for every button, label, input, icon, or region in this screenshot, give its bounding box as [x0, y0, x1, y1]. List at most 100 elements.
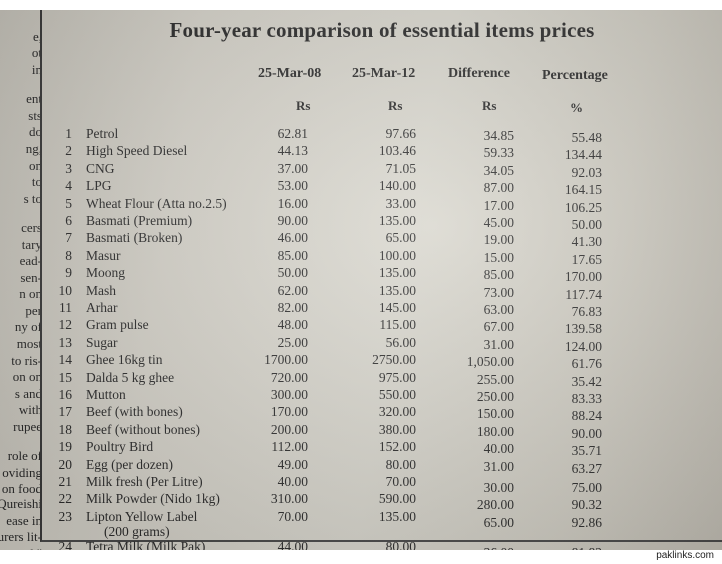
price-2012: 103.46 [378, 143, 416, 159]
price-2008: 300.00 [270, 387, 308, 402]
adjacent-article-fragment: e, ot in ent sts do ng, on to s to cers tary ead-sen… [0, 10, 44, 550]
item-name: Petrol [86, 126, 119, 141]
unit-rs-2012: Rs [388, 98, 403, 113]
row-number: 3 [65, 160, 72, 176]
row-number: 9 [65, 265, 72, 281]
left-column-text: urers lit- [0, 529, 42, 545]
item-name: Mutton [86, 387, 126, 402]
price-difference: 59.33 [483, 145, 514, 161]
left-column-text: to ris- [11, 352, 42, 368]
item-name-continued: (200 grams) [104, 523, 170, 539]
left-column-text: ng, [25, 141, 42, 156]
price-2008: 85.00 [277, 247, 308, 263]
item-name: Tetra Milk (Milk Pak) [86, 538, 206, 550]
price-2008: 112.00 [271, 439, 308, 455]
price-difference: 67.00 [483, 319, 514, 335]
price-difference: 34.85 [483, 128, 514, 143]
price-2012: 97.66 [385, 126, 416, 141]
percentage-change: 170.00 [564, 269, 602, 285]
row-number: 2 [65, 143, 72, 159]
percentage-change: 92.86 [571, 514, 602, 530]
price-2012: 80.00 [385, 538, 416, 550]
item-name: Beef (with bones) [86, 404, 183, 420]
left-column-text: per [25, 302, 42, 318]
price-difference: 180.00 [476, 423, 514, 439]
price-2012: 590.00 [378, 491, 416, 507]
price-difference: 280.00 [476, 497, 514, 513]
left-column-text: ent [26, 91, 42, 107]
item-name: Milk fresh (Per Litre) [86, 474, 203, 489]
newspaper-clipping: e, ot in ent sts do ng, on to s to cers tary ead-sen… [0, 10, 722, 550]
price-difference: 17.00 [483, 197, 514, 213]
percentage-change: 139.58 [564, 321, 602, 337]
price-2008: 44.00 [277, 538, 308, 550]
row-number: 22 [58, 491, 73, 507]
percentage-change: 75.00 [571, 480, 602, 495]
price-difference: 31.00 [483, 336, 514, 352]
price-2008: 62.00 [277, 282, 308, 298]
price-2008: 25.00 [277, 334, 308, 350]
row-number: 19 [58, 439, 73, 455]
item-name: Arhar [86, 300, 118, 315]
price-difference: 1,050.00 [466, 354, 514, 370]
unit-rs-2008: Rs [296, 98, 311, 113]
percentage-change: 106.25 [564, 199, 602, 215]
price-2008: 16.00 [277, 195, 308, 211]
row-number: 18 [58, 421, 73, 437]
price-difference: 65.00 [483, 514, 514, 530]
left-column-text: do [29, 124, 42, 140]
column-header-difference: Difference [448, 66, 510, 81]
price-2008: 90.00 [277, 213, 308, 228]
percentage-change: 88.24 [571, 408, 602, 424]
row-number: 14 [58, 352, 73, 368]
row-number: 10 [58, 282, 73, 298]
item-name: Dalda 5 kg ghee [86, 369, 175, 385]
price-difference: 250.00 [476, 389, 514, 404]
item-name: Wheat Flour (Atta no.2.5) [86, 195, 227, 211]
row-number: 8 [65, 247, 72, 263]
price-2012: 70.00 [385, 474, 416, 489]
percentage-change: 61.76 [571, 356, 602, 372]
percentage-change: 17.65 [571, 251, 602, 267]
price-2008: 70.00 [277, 508, 308, 524]
price-2012: 115.00 [379, 317, 416, 333]
item-name: Ghee 16kg tin [86, 352, 163, 368]
price-difference: 150.00 [476, 406, 514, 422]
item-name: Moong [86, 265, 126, 281]
item-name: Mash [86, 282, 116, 298]
price-difference: 19.00 [483, 232, 514, 248]
item-name: CNG [86, 160, 115, 176]
item-name: LPG [86, 178, 112, 194]
left-column-text: n on [19, 286, 42, 302]
row-number: 12 [58, 317, 73, 333]
price-2012: 550.00 [378, 387, 416, 402]
percentage-change: 134.44 [564, 147, 602, 163]
left-column-text: cers [21, 220, 42, 236]
left-column-text: ease in [6, 512, 42, 528]
price-difference: 73.00 [483, 284, 514, 300]
left-column-text: ead- [19, 253, 42, 269]
price-difference: 31.00 [483, 458, 514, 474]
price-difference: 63.00 [483, 302, 514, 317]
price-2008: 49.00 [277, 456, 308, 472]
price-2008: 82.00 [277, 300, 308, 315]
table-title: Four-year comparison of essential items … [169, 18, 595, 42]
price-2012: 135.00 [378, 265, 416, 281]
price-2008: 62.81 [277, 126, 308, 141]
left-column-text: ot [31, 45, 42, 61]
price-2008: 200.00 [270, 421, 308, 437]
price-difference: 45.00 [483, 215, 514, 230]
left-column-text: e, [32, 28, 42, 44]
price-difference: 255.00 [476, 371, 514, 387]
left-column-text: with [18, 402, 42, 418]
column-header-25-mar-12: 25-Mar-12 [352, 66, 416, 81]
item-name: Sugar [86, 334, 118, 350]
left-column-text: role of [7, 448, 42, 464]
price-2012: 380.00 [378, 421, 416, 437]
price-2012: 56.00 [385, 334, 416, 350]
item-name: Masur [86, 247, 121, 263]
percentage-change: 92.03 [571, 164, 602, 180]
row-number: 16 [58, 387, 73, 402]
left-column-text: s to [23, 190, 42, 206]
left-column-text: on food [1, 481, 42, 497]
